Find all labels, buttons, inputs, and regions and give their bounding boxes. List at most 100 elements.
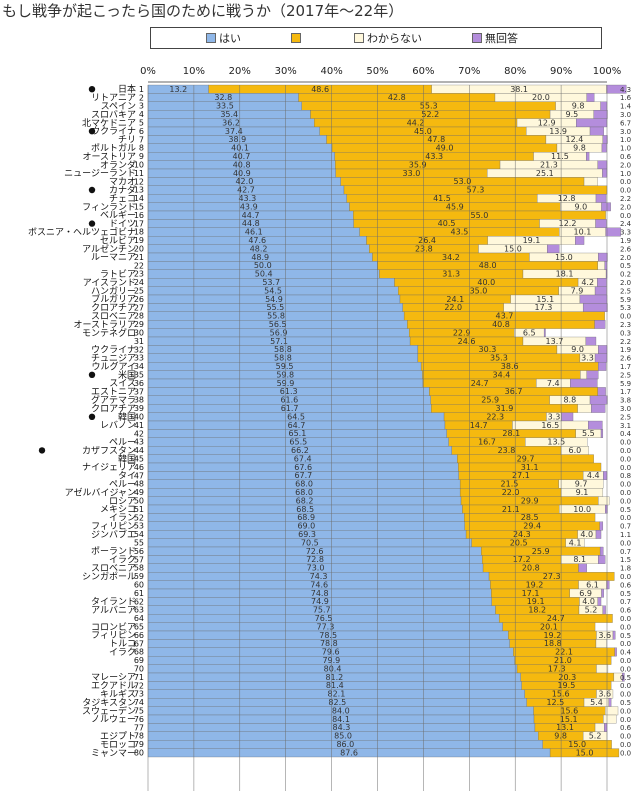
highlight-dot-marker <box>88 86 96 93</box>
rank-label: 16 <box>134 211 144 220</box>
no-answer-value-label: 0.0 <box>620 733 631 741</box>
no-answer-value-label: 2.0 <box>620 161 631 169</box>
rank-label: 29 <box>134 320 144 329</box>
data-label: 31.9 <box>496 404 514 413</box>
bar-segment <box>543 328 546 338</box>
category-label: チェコ <box>109 193 136 204</box>
no-answer-value-label: 0.0 <box>620 539 631 547</box>
category-label: チリ <box>118 135 136 146</box>
category-label: ウクライナ <box>91 345 136 356</box>
category-label: トルコ <box>109 640 136 650</box>
no-answer-value-label: 1.8 <box>620 565 631 573</box>
data-label: 49.0 <box>436 144 454 153</box>
bar-segment <box>586 370 599 380</box>
bar-segment <box>585 336 597 346</box>
data-label: 24.7 <box>547 614 565 623</box>
category-label: ナイジェリア <box>82 462 136 473</box>
data-label: 43.7 <box>496 312 514 321</box>
data-label: 78.8 <box>320 639 338 648</box>
data-label: 79.6 <box>322 648 340 657</box>
category-label: クロアチア <box>91 303 136 314</box>
category-label: リトアニア <box>91 94 136 104</box>
data-label: 67.6 <box>294 463 312 472</box>
category-label: エクアドル <box>91 681 136 692</box>
data-label: 21.5 <box>501 480 519 489</box>
bar-segment <box>601 588 604 598</box>
data-label: 40.8 <box>492 320 510 329</box>
no-answer-value-label: 0.5 <box>620 590 631 598</box>
bar-segment <box>589 126 604 136</box>
rank-label: 5 <box>139 119 144 128</box>
category-label: ハンガリー <box>91 286 136 297</box>
rank-label: 7 <box>139 135 144 144</box>
category-label: マカオ <box>109 177 136 188</box>
data-label: 74.9 <box>311 597 329 606</box>
rank-label: 2 <box>139 93 144 102</box>
data-label: 29.4 <box>523 522 541 531</box>
rank-label: 68 <box>134 648 144 657</box>
no-answer-value-label: 0.7 <box>620 523 631 531</box>
data-label: 20.8 <box>522 564 540 573</box>
rank-label: 27 <box>134 303 144 312</box>
data-label: 19.5 <box>557 681 575 690</box>
no-answer-value-label: 2.0 <box>620 279 631 287</box>
data-label: 33.0 <box>403 169 421 178</box>
rank-label: 23 <box>134 270 144 279</box>
data-label: 21.0 <box>554 656 572 665</box>
data-label: 78.5 <box>319 631 337 640</box>
data-label: 40.8 <box>233 160 251 169</box>
rank-label: 62 <box>134 597 144 606</box>
rank-label: 38 <box>134 396 144 405</box>
category-label: コロンビア <box>91 622 136 633</box>
category-label: ドイツ <box>109 220 136 230</box>
category-label: タジキスタン <box>82 697 136 708</box>
data-label: 30.3 <box>479 345 497 354</box>
data-label: 85.0 <box>334 732 352 741</box>
data-label: 43.5 <box>451 228 469 237</box>
rank-label: 4 <box>139 110 144 119</box>
no-answer-value-label: 1.7 <box>620 388 631 396</box>
rank-label: 10 <box>134 161 144 170</box>
highlight-dot-marker <box>88 371 96 378</box>
data-label: 70.5 <box>301 538 319 547</box>
bar-segment <box>597 387 606 396</box>
data-label: 17.3 <box>535 303 553 312</box>
data-label: 19.1 <box>527 597 545 606</box>
data-label: 15.0 <box>504 244 522 253</box>
data-label: 82.5 <box>328 698 346 707</box>
category-label: ブルガリア <box>91 293 136 305</box>
data-label: 27.1 <box>512 471 530 480</box>
data-label: 5.4 <box>590 698 603 707</box>
bar-segment <box>589 395 608 405</box>
category-label: マレーシア <box>91 673 136 683</box>
bar-segment <box>594 353 608 363</box>
bar-segment <box>597 278 607 287</box>
bar-segment <box>612 630 616 640</box>
rank-label: 26 <box>134 295 144 304</box>
legend-swatch-no <box>291 33 301 43</box>
no-answer-value-label: 0.0 <box>620 464 631 472</box>
category-label: モンテネグロ <box>82 327 136 339</box>
data-label: 17.3 <box>548 664 566 673</box>
highlight-dot-marker <box>38 447 46 454</box>
data-label: 23.8 <box>415 244 433 253</box>
data-label: 84.1 <box>332 715 350 724</box>
category-label: ボスニア・ヘルツェゴビナ <box>28 226 136 238</box>
data-label: 56.5 <box>269 320 287 329</box>
x-tick-label: 40% <box>320 66 342 77</box>
rank-label: 46 <box>134 463 144 472</box>
no-answer-value-label: 0.0 <box>620 682 631 690</box>
data-label: 81.2 <box>325 673 343 682</box>
rank-label: 34 <box>134 362 144 371</box>
rank-label: 12 <box>134 177 144 186</box>
data-label: 55.0 <box>470 211 488 220</box>
data-label: 77.3 <box>316 622 334 631</box>
data-label: 6.0 <box>569 446 582 455</box>
data-label: 10.0 <box>573 505 591 514</box>
no-answer-value-label: 0.0 <box>620 623 631 631</box>
data-label: 84.0 <box>332 706 350 715</box>
data-label: 52.2 <box>421 110 439 119</box>
data-label: 42.8 <box>388 93 406 102</box>
rank-label: 21 <box>134 253 144 262</box>
data-label: 7.9 <box>571 286 584 295</box>
